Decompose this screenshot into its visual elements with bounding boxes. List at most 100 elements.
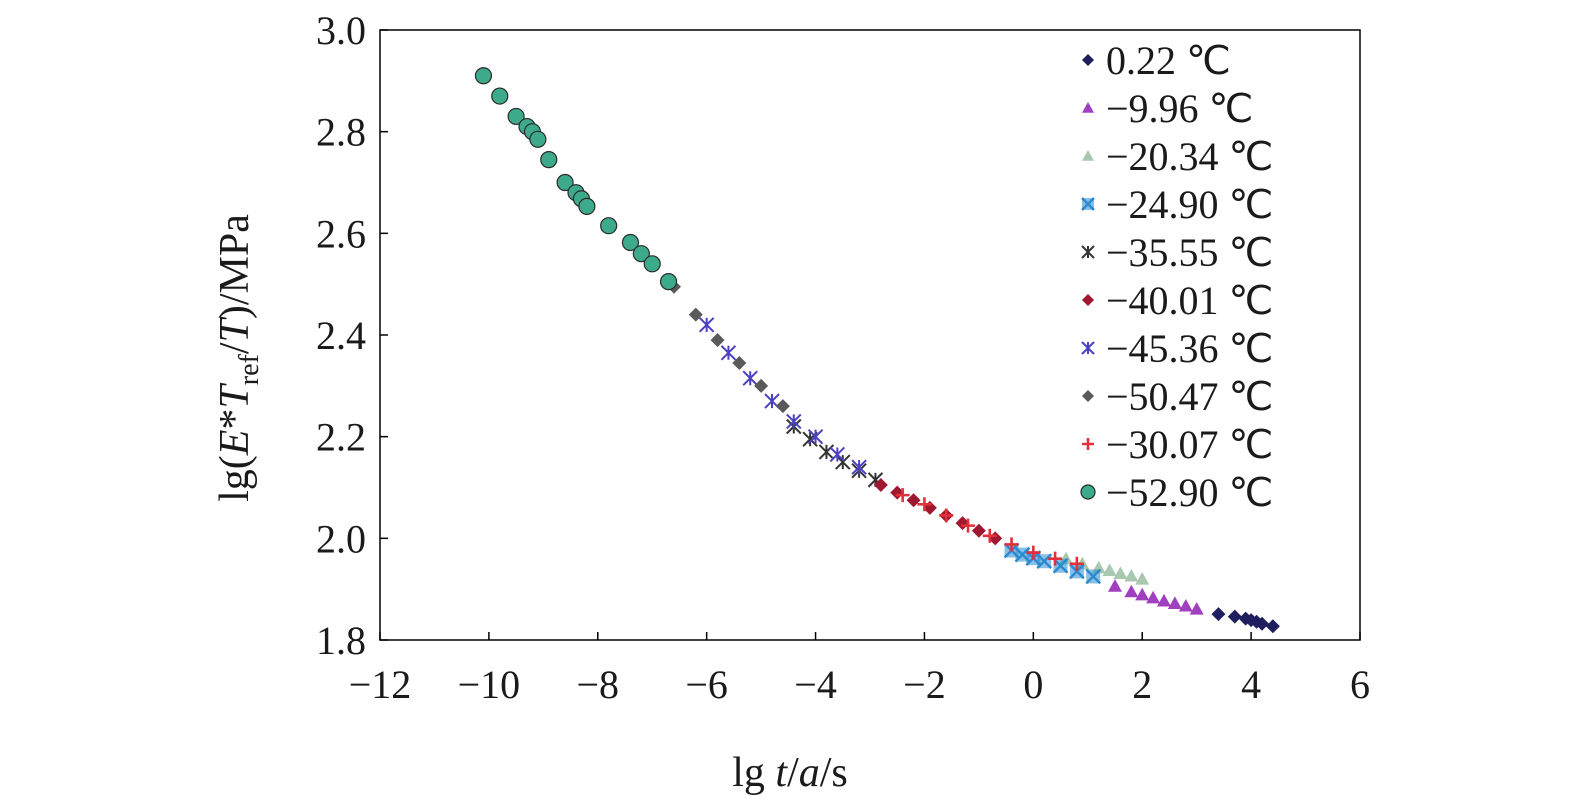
series-6-point-2 [742,370,758,386]
legend-label-2: −20.34 ℃ [1106,134,1273,179]
legend-marker-9 [1080,484,1096,500]
x-tick-label-4: −4 [794,662,837,707]
series-9-point-1 [491,87,509,105]
legend-marker-4 [1081,245,1095,259]
series-7-point-4 [754,378,769,393]
series-2-point-3 [1102,563,1117,576]
x-tick-label-7: 2 [1132,662,1152,707]
legend-marker-5 [1082,294,1094,306]
series-3-point-1 [1014,546,1031,563]
series-7-point-5 [775,399,790,414]
legend-label-0: 0.22 ℃ [1106,38,1231,83]
series-1-point-7 [1189,601,1204,615]
x-tick-label-6: 0 [1023,662,1043,707]
x-tick-label-2: −8 [576,662,619,707]
series-9-point-14 [643,255,661,273]
series-2-point-5 [1124,568,1139,582]
series-8-point-1 [917,497,932,512]
legend-label-1: −9.96 ℃ [1106,86,1253,131]
series-1-point-2 [1135,587,1150,601]
legend-label-9: −52.90 ℃ [1106,470,1273,515]
series-7-point-1 [688,307,703,322]
series-8-point-0 [895,488,910,503]
x-tick-label-9: 6 [1350,662,1370,707]
series-6-point-1 [720,345,737,361]
chart-marks [474,67,1280,634]
legend-marker-2 [1082,150,1094,161]
series-8-point-2 [939,508,954,523]
y-tick-label-5: 2.8 [316,110,366,155]
series-9-point-7 [556,173,574,192]
series-0-point-0 [1211,607,1226,622]
legend-label-5: −40.01 ℃ [1106,278,1273,323]
legend: 0.22 ℃−9.96 ℃−20.34 ℃−24.90 ℃−35.55 ℃−40… [1080,38,1273,515]
series-9-point-10 [578,197,596,215]
series-6-point-6 [829,446,846,463]
series-8-point-6 [1026,545,1041,560]
x-axis-title: lg t/a/s [732,750,848,796]
legend-marker-3 [1081,197,1095,211]
series-1-point-6 [1178,598,1193,612]
series-3-point-6 [1085,568,1102,585]
legend-label-8: −30.07 ℃ [1106,422,1273,467]
x-tick-label-5: −2 [903,662,946,707]
series-9-point-12 [621,233,640,252]
series-2-point-6 [1135,572,1150,585]
legend-label-6: −45.36 ℃ [1106,326,1273,371]
series-9-point-5 [529,130,547,148]
series-9-point-0 [474,67,493,85]
series-8-point-3 [961,518,975,533]
legend-label-7: −50.47 ℃ [1106,374,1273,419]
series-8-point-8 [1069,556,1084,571]
series-6-point-0 [698,317,715,333]
y-tick-label-4: 2.6 [316,211,366,256]
series-8-point-5 [1004,537,1019,552]
series-6-point-5 [807,428,824,445]
legend-marker-7 [1082,390,1094,402]
x-tick-label-0: −12 [349,662,412,707]
series-7-point-3 [732,355,747,370]
y-axis-title: lg(E*Tref/T)/MPa [212,214,265,502]
x-axis-ticks: −12 −10 −8 −6 −4 −2 0 2 4 6 [349,632,1370,707]
y-axis-ticks: 1.8 2.0 2.2 2.4 2.6 2.8 3.0 [316,8,388,663]
series-0-point-6 [1265,619,1280,634]
series-2-point-4 [1113,566,1128,580]
y-tick-label-3: 2.4 [316,313,366,358]
series-6-point-7 [851,459,867,475]
series-3-point-3 [1036,553,1053,570]
y-tick-label-1: 2.0 [316,516,366,561]
y-tick-label-6: 3.0 [316,8,366,53]
x-tick-label-8: 4 [1241,662,1261,707]
series-5-point-0 [873,477,888,492]
series-9-point-11 [600,217,618,235]
x-tick-label-3: −6 [685,662,728,707]
y-tick-label-2: 2.2 [316,415,366,460]
legend-marker-8 [1082,438,1094,450]
x-tick-label-1: −10 [458,662,521,707]
series-4-point-2 [818,444,835,460]
series-7-point-2 [710,333,725,348]
series-0-point-1 [1227,609,1242,624]
series-9-point-15 [659,273,678,291]
series-1-point-5 [1167,596,1182,609]
legend-marker-1 [1082,102,1094,113]
series-0-point-5 [1255,616,1269,631]
series-1-point-3 [1146,590,1161,604]
series-1-point-0 [1108,579,1122,592]
series-1-point-4 [1157,593,1171,607]
series-9-point-6 [540,151,558,169]
series-3-point-5 [1069,563,1085,580]
series-9-point-13 [632,245,650,263]
legend-label-3: −24.90 ℃ [1106,182,1273,227]
series-6-point-4 [786,413,802,430]
series-5-point-6 [971,523,986,538]
series-9-point-2 [507,107,525,126]
legend-marker-6 [1081,341,1095,355]
series-8-point-7 [1048,551,1063,566]
y-tick-label-0: 1.8 [316,618,366,663]
legend-label-4: −35.55 ℃ [1106,230,1273,275]
series-1-point-1 [1124,584,1139,598]
series-5-point-2 [906,493,921,508]
series-8-point-4 [982,528,997,543]
